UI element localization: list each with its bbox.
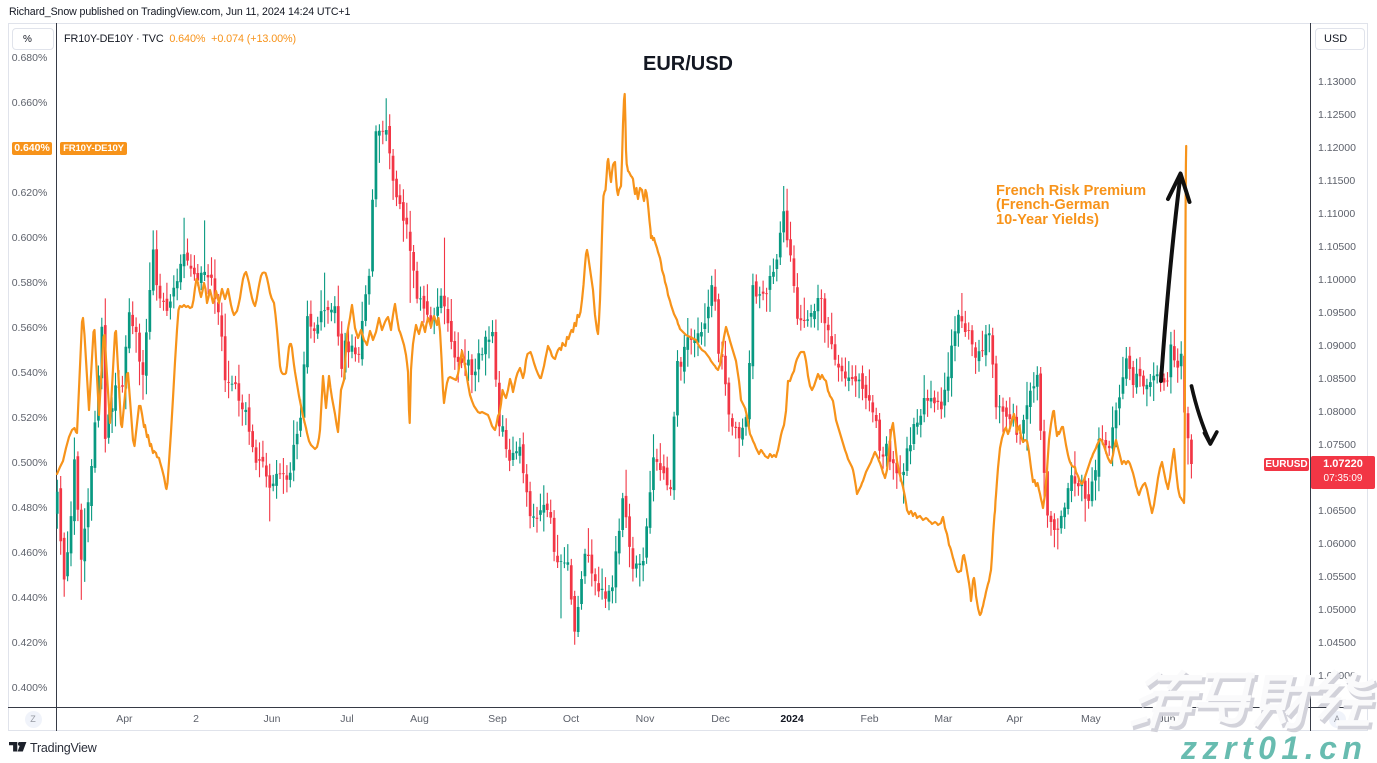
svg-text:zzrt01.cn: zzrt01.cn: [1180, 730, 1367, 763]
